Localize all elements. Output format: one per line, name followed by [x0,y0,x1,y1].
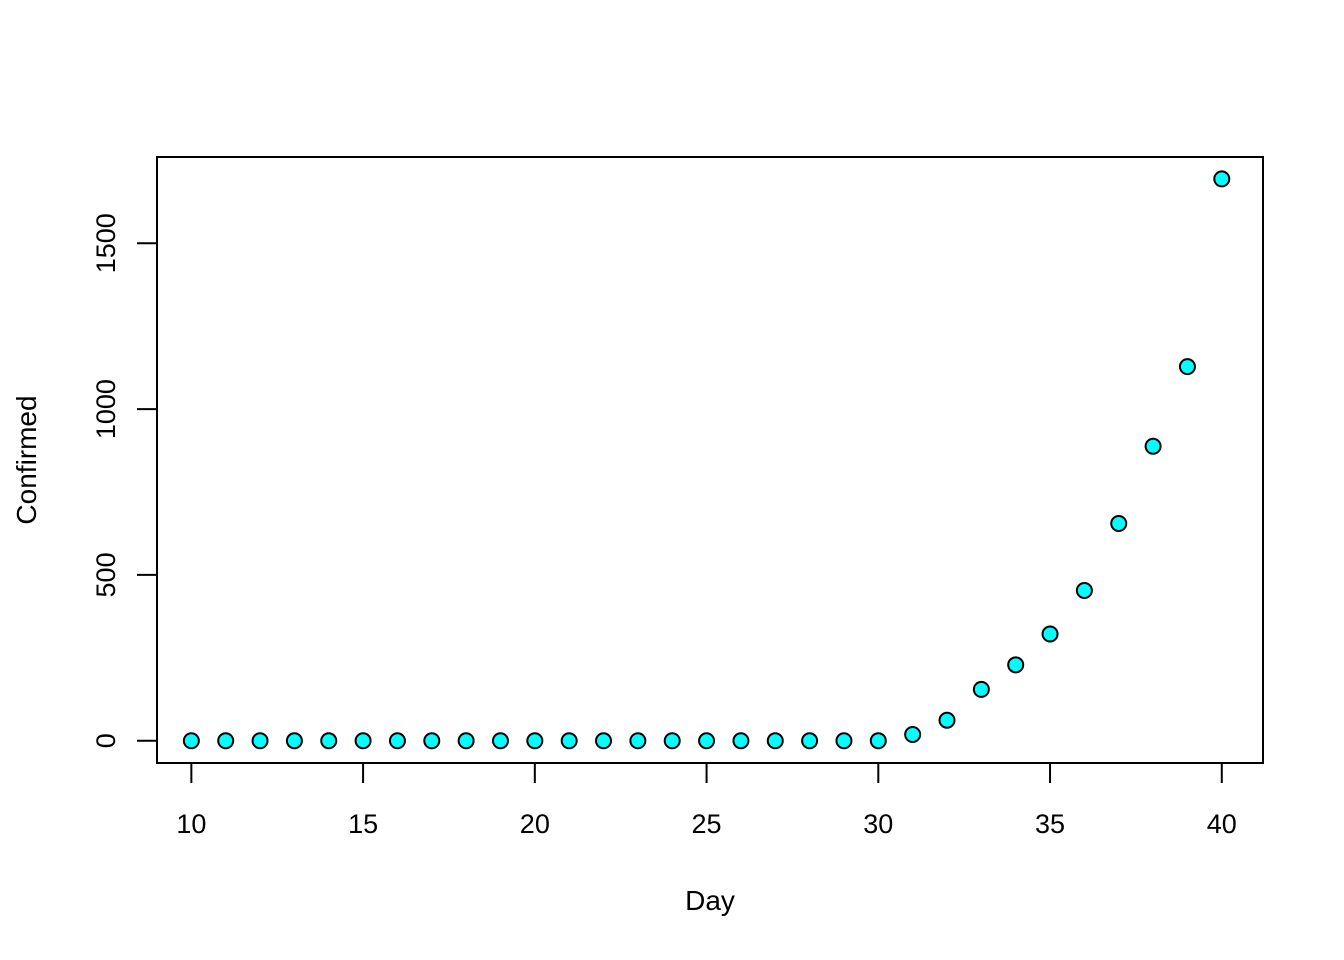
x-tick-label: 25 [692,809,722,839]
x-tick-label: 20 [520,809,550,839]
data-point [491,732,509,750]
x-tick-label: 10 [176,809,206,839]
x-tick-label: 30 [863,809,893,839]
data-point [663,732,681,750]
data-point [457,732,475,750]
data-point [354,732,372,750]
data-point [938,711,956,729]
data-point [1178,358,1196,376]
data-points [182,170,1231,750]
data-point [182,732,200,750]
y-tick-label: 0 [91,733,121,748]
data-point [1110,515,1128,533]
x-axis: 10 15 20 25 30 35 40 [176,762,1237,839]
data-point [869,732,887,750]
x-tick-label: 15 [348,809,378,839]
data-point [526,732,544,750]
plot-frame [156,156,1264,764]
data-point [766,732,784,750]
data-point [904,725,922,743]
x-axis-title: Day [685,885,735,916]
data-point [595,732,613,750]
data-point [320,732,338,750]
data-point [251,732,269,750]
data-point [629,732,647,750]
data-point [423,732,441,750]
data-point [388,732,406,750]
data-point [1213,170,1231,188]
data-point [972,680,990,698]
data-point [1144,437,1162,455]
data-point [835,732,853,750]
data-point [1007,656,1025,674]
y-tick-label: 1500 [91,213,121,273]
x-tick-label: 35 [1035,809,1065,839]
x-tick-label: 40 [1207,809,1237,839]
data-point [801,732,819,750]
data-point [1041,625,1059,643]
y-axis: 0 500 1000 1500 [91,213,158,748]
data-point [698,732,716,750]
y-axis-title: Confirmed [11,395,42,524]
data-point [732,732,750,750]
data-point [560,732,578,750]
data-point [217,732,235,750]
data-point [1075,582,1093,600]
y-tick-label: 1000 [91,379,121,439]
y-tick-label: 500 [91,552,121,597]
data-point [285,732,303,750]
